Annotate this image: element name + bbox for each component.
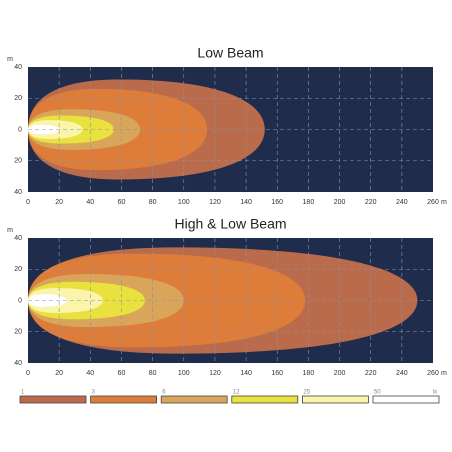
- y-tick-label: 20: [14, 266, 22, 273]
- x-tick-label: 140: [240, 199, 252, 206]
- x-tick-label: 220: [365, 370, 377, 377]
- x-tick-label: 220: [365, 199, 377, 206]
- x-tick-label: 180: [303, 370, 315, 377]
- legend-swatch: [90, 395, 157, 404]
- x-tick-label: 120: [209, 199, 221, 206]
- legend-swatch: [19, 395, 87, 404]
- x-tick-label: 240: [396, 199, 408, 206]
- x-tick-label: 140: [240, 370, 252, 377]
- x-tick-label: 0: [26, 370, 30, 377]
- x-tick-label: 100: [178, 370, 190, 377]
- legend-swatch: [231, 395, 299, 404]
- x-tick-label: 60: [118, 199, 126, 206]
- y-tick-label: 40: [14, 64, 22, 71]
- y-tick-label: 20: [14, 95, 22, 102]
- x-tick-label: 80: [149, 199, 157, 206]
- x-tick-label: 180: [303, 199, 315, 206]
- chart-title: High & Low Beam: [174, 216, 286, 232]
- x-tick-label: 20: [55, 199, 63, 206]
- y-tick-label: 40: [14, 189, 22, 196]
- y-tick-label: 0: [18, 297, 22, 304]
- y-unit: m: [7, 56, 13, 63]
- legend-label: 50: [374, 390, 381, 396]
- x-tick-label: 160: [271, 199, 283, 206]
- x-tick-label: 60: [118, 370, 126, 377]
- x-tick-label: 260: [427, 370, 439, 377]
- x-unit: m: [441, 370, 447, 377]
- x-tick-label: 100: [178, 199, 190, 206]
- isolux-contour: [28, 294, 67, 307]
- x-tick-label: 260: [427, 199, 439, 206]
- legend-swatch: [160, 395, 228, 404]
- legend-swatch: [301, 395, 369, 404]
- x-unit: m: [441, 199, 447, 206]
- x-tick-label: 40: [86, 199, 94, 206]
- legend-label: 6: [162, 390, 166, 396]
- legend-unit: lx: [433, 390, 437, 396]
- contours: [28, 79, 265, 180]
- legend-label: 3: [92, 390, 96, 396]
- x-tick-label: 200: [334, 370, 346, 377]
- x-tick-label: 80: [149, 370, 157, 377]
- x-tick-label: 20: [55, 370, 63, 377]
- legend-swatch: [372, 395, 440, 404]
- x-tick-label: 200: [334, 199, 346, 206]
- y-tick-label: 20: [14, 158, 22, 165]
- x-tick-label: 240: [396, 370, 408, 377]
- y-tick-label: 40: [14, 360, 22, 367]
- x-tick-label: 160: [271, 370, 283, 377]
- x-tick-label: 0: [26, 199, 30, 206]
- legend-label: 12: [233, 390, 240, 396]
- contours: [28, 247, 418, 354]
- x-tick-label: 40: [86, 370, 94, 377]
- y-tick-label: 20: [14, 329, 22, 336]
- y-tick-label: 0: [18, 126, 22, 133]
- y-unit: m: [7, 227, 13, 234]
- chart-title: Low Beam: [197, 45, 263, 61]
- x-tick-label: 120: [209, 370, 221, 377]
- legend-label: 1: [21, 390, 25, 396]
- legend-label: 25: [303, 390, 310, 396]
- y-tick-label: 40: [14, 235, 22, 242]
